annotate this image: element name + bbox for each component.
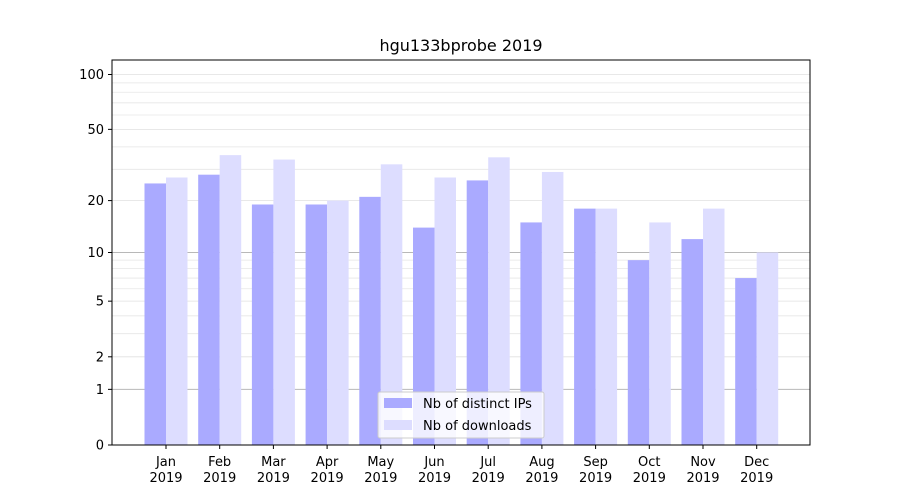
x-tick-label-month: Mar — [261, 455, 286, 470]
legend-swatch-downloads — [384, 420, 412, 430]
x-tick-label-year: 2019 — [633, 471, 666, 486]
x-tick-label-month: Feb — [208, 455, 231, 470]
bar-distinct-ips-feb — [198, 174, 220, 446]
x-axis: Jan2019Feb2019Mar2019Apr2019May2019Jun20… — [149, 445, 773, 486]
bars-layer — [144, 155, 779, 446]
y-axis: 0 1 2 5 10 20 50 100 — [79, 68, 112, 454]
bar-downloads-jul — [488, 157, 510, 445]
x-tick-label-year: 2019 — [579, 471, 612, 486]
bar-downloads-oct — [649, 222, 671, 445]
bar-distinct-ips-jun — [413, 227, 435, 445]
y-tick-label: 50 — [87, 123, 104, 138]
y-tick-label: 100 — [79, 68, 104, 83]
x-tick-label-month: Jul — [479, 455, 496, 470]
x-tick-label-year: 2019 — [740, 471, 773, 486]
legend-swatch-distinct-ips — [384, 398, 412, 408]
x-tick-label-year: 2019 — [472, 471, 505, 486]
x-tick-label-month: Dec — [744, 455, 769, 470]
x-tick-label-year: 2019 — [203, 471, 236, 486]
bar-downloads-apr — [327, 200, 349, 445]
y-tick-label: 5 — [96, 295, 104, 310]
bar-distinct-ips-mar — [251, 204, 274, 445]
x-tick-label-month: Oct — [638, 455, 660, 470]
bar-downloads-dec — [756, 252, 779, 445]
x-tick-label-month: Nov — [690, 455, 716, 470]
y-tick-label: 10 — [87, 246, 104, 261]
x-tick-label-year: 2019 — [364, 471, 397, 486]
legend-label-downloads: Nb of downloads — [423, 419, 532, 434]
legend-box — [377, 391, 545, 439]
x-tick-label-year: 2019 — [686, 471, 719, 486]
bar-distinct-ips-sep — [574, 208, 596, 445]
chart-title: hgu133bprobe 2019 — [379, 36, 542, 55]
y-tick-label: 1 — [96, 383, 104, 398]
bar-downloads-may — [380, 164, 403, 445]
bar-downloads-sep — [595, 208, 618, 445]
bar-downloads-jun — [434, 177, 456, 445]
bar-downloads-feb — [219, 155, 242, 446]
x-tick-label-month: Sep — [583, 455, 608, 470]
y-tick-label: 0 — [96, 439, 104, 454]
y-tick-label: 2 — [96, 350, 104, 365]
x-tick-label-year: 2019 — [525, 471, 558, 486]
bar-distinct-ips-dec — [735, 278, 757, 445]
bar-distinct-ips-oct — [627, 260, 650, 445]
bar-distinct-ips-jan — [144, 183, 166, 445]
x-tick-label-month: Apr — [316, 455, 339, 470]
legend-label-distinct-ips: Nb of distinct IPs — [423, 397, 532, 412]
bar-distinct-ips-may — [359, 196, 381, 445]
bar-distinct-ips-jul — [466, 180, 489, 446]
legend: Nb of distinct IPs Nb of downloads — [377, 391, 545, 439]
bar-downloads-aug — [541, 171, 564, 445]
bar-distinct-ips-aug — [520, 222, 542, 445]
x-tick-label-month: Jun — [423, 455, 444, 470]
bar-downloads-jan — [166, 177, 188, 445]
bar-downloads-nov — [703, 208, 725, 445]
bar-distinct-ips-apr — [305, 204, 328, 445]
x-tick-label-year: 2019 — [257, 471, 290, 486]
x-tick-label-year: 2019 — [418, 471, 451, 486]
bar-distinct-ips-nov — [681, 239, 703, 445]
x-tick-label-year: 2019 — [311, 471, 344, 486]
x-tick-label-month: Jan — [155, 455, 176, 470]
y-tick-label: 20 — [87, 194, 104, 209]
x-tick-label-year: 2019 — [149, 471, 182, 486]
x-tick-label-month: Aug — [529, 455, 554, 470]
bar-downloads-mar — [273, 159, 295, 445]
x-tick-label-month: May — [367, 455, 394, 470]
